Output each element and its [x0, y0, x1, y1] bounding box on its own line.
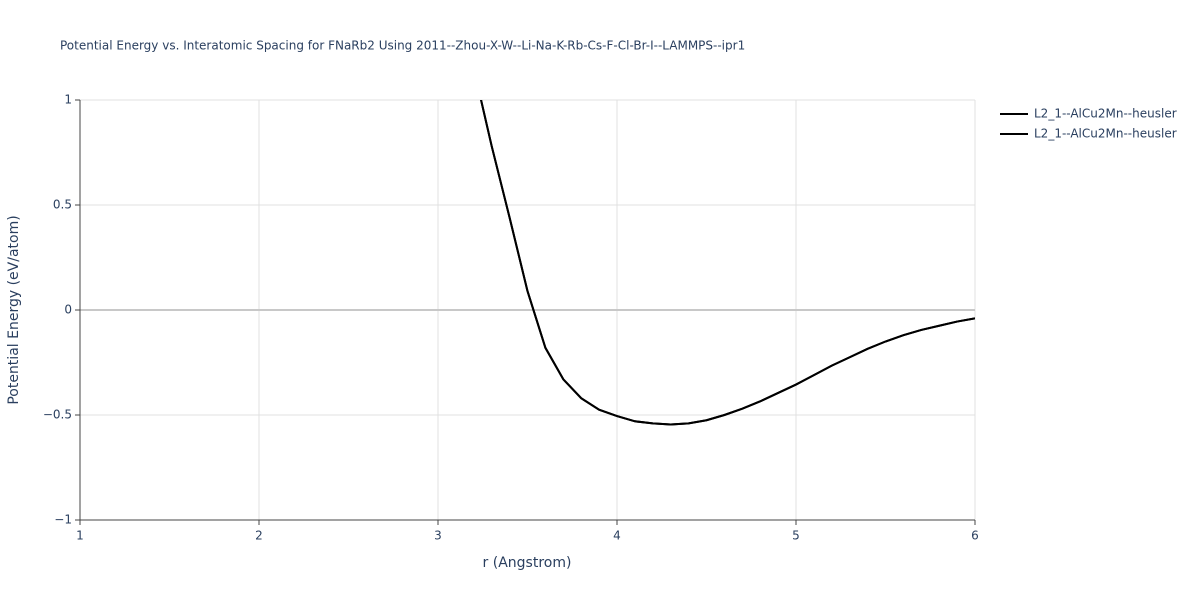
y-tick-label: 0.5	[53, 198, 72, 212]
chart-title: Potential Energy vs. Interatomic Spacing…	[60, 39, 745, 53]
y-tick-label: −1	[54, 513, 72, 527]
x-axis-title: r (Angstrom)	[483, 555, 572, 571]
x-tick-label: 6	[971, 529, 979, 543]
y-tick-label: −0.5	[43, 408, 72, 422]
x-tick-label: 3	[434, 529, 442, 543]
legend-label: L2_1--AlCu2Mn--heusler	[1034, 107, 1177, 121]
y-tick-label: 0	[64, 303, 72, 317]
series-line	[480, 100, 975, 426]
y-axis-title: Potential Energy (eV/atom)	[6, 215, 22, 404]
x-tick-label: 2	[255, 529, 263, 543]
legend-label: L2_1--AlCu2Mn--heusler	[1034, 127, 1177, 141]
plot-area	[480, 100, 975, 426]
series-line	[480, 100, 975, 426]
grid	[79, 99, 976, 521]
x-tick-label: 5	[792, 529, 800, 543]
x-tick-label: 4	[613, 529, 621, 543]
x-tick-label: 1	[76, 529, 84, 543]
legend: L2_1--AlCu2Mn--heusler L2_1--AlCu2Mn--heu…	[1000, 107, 1177, 141]
y-tick-label: 1	[64, 93, 72, 107]
